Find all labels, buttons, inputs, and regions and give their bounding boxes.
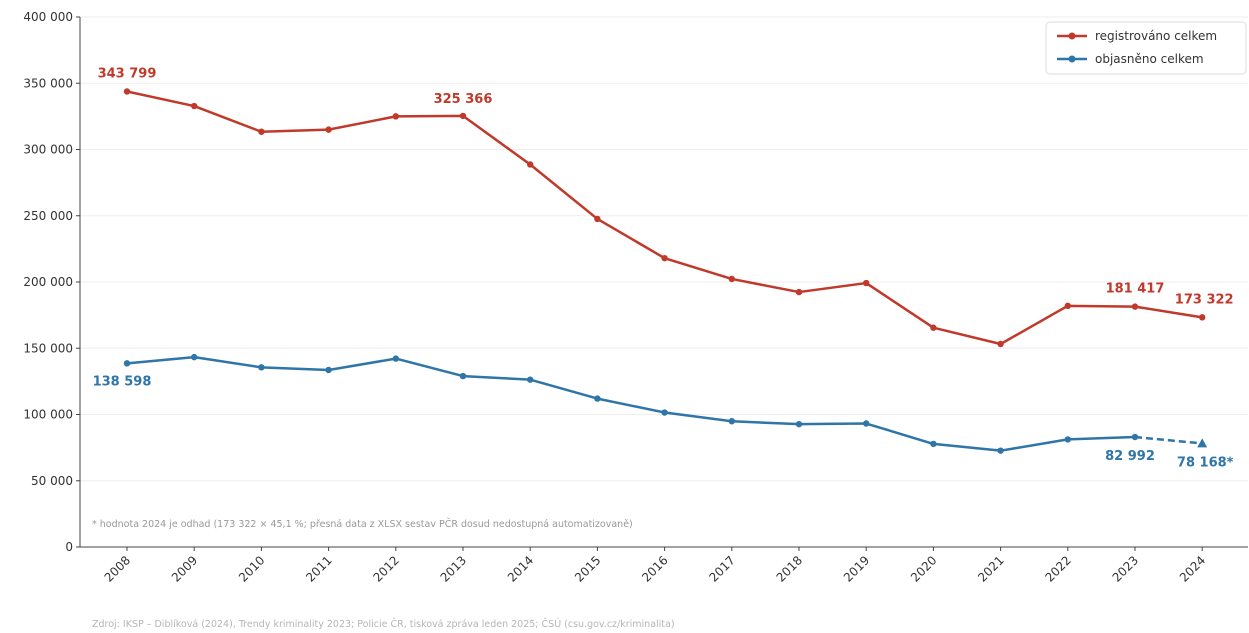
data-point [661, 409, 668, 416]
x-tick-label: 2009 [169, 553, 200, 584]
x-tick-label: 2024 [1177, 553, 1208, 584]
y-tick-label: 200 000 [23, 275, 73, 289]
x-tick-label: 2011 [303, 553, 334, 584]
source-note: Zdroj: IKSP – Diblíková (2024), Trendy k… [92, 618, 675, 630]
legend-label-registered: registrováno celkem [1095, 29, 1217, 43]
x-tick-label: 2015 [572, 553, 603, 584]
data-point [863, 420, 870, 427]
data-point [191, 102, 198, 110]
x-tick-label: 2013 [438, 553, 469, 584]
x-tick-label: 2019 [841, 553, 872, 584]
data-point [930, 440, 937, 448]
data-point [191, 353, 198, 361]
data-label: 78 168* [1177, 455, 1234, 470]
data-point [795, 288, 803, 296]
data-point [1131, 303, 1139, 310]
x-tick-label: 2016 [639, 553, 670, 584]
legend-label-solved: objasněno celkem [1095, 52, 1204, 66]
x-tick-label: 2022 [1042, 553, 1073, 584]
gridlines [80, 16, 1248, 548]
series-line-0 [126, 90, 1203, 346]
x-tick-label: 2014 [505, 553, 536, 584]
data-point [325, 126, 332, 133]
data-label: 173 322 [1175, 292, 1234, 307]
x-tick-label: 2020 [908, 553, 939, 584]
data-label: 181 417 [1106, 282, 1165, 297]
data-point [123, 88, 131, 95]
data-point [997, 340, 1004, 348]
data-point [863, 279, 870, 287]
y-tick-label: 300 000 [23, 143, 73, 157]
y-tick-label: 50 000 [31, 474, 73, 488]
data-point [392, 113, 399, 120]
y-tick-label: 250 000 [23, 209, 73, 223]
footnote: * hodnota 2024 je odhad (173 322 × 45,1 … [92, 518, 633, 530]
y-axis: 0 50 000 100 000 150 000 200 000 250 000 300 0… [23, 10, 81, 554]
data-point [1064, 436, 1072, 443]
x-tick-label: 2017 [706, 553, 737, 584]
data-point-estimate [1197, 438, 1208, 448]
legend: registrováno celkem objasněno celkem [1045, 21, 1247, 75]
data-point [997, 447, 1004, 454]
data-labels: 343 799 325 366 181 417 173 322 138 598 82 99… [93, 66, 1234, 470]
data-point [728, 418, 735, 425]
y-tick-label: 0 [65, 540, 73, 554]
data-point [258, 364, 265, 371]
data-point [594, 215, 601, 223]
x-tick-label: 2018 [774, 553, 805, 584]
series-line-estimate-1 [1134, 435, 1203, 445]
series-line-1 [126, 355, 1136, 452]
x-tick-label: 2021 [975, 553, 1006, 584]
y-tick-label: 150 000 [23, 341, 73, 355]
series-lines [126, 90, 1203, 452]
series-points [123, 88, 1208, 454]
data-point [1199, 314, 1206, 321]
data-label: 325 366 [434, 92, 493, 107]
data-point [594, 395, 601, 402]
data-point [325, 366, 332, 374]
y-tick-label: 100 000 [23, 408, 73, 422]
y-tick-label: 400 000 [23, 10, 73, 24]
data-point [661, 254, 668, 262]
x-tick-label: 2012 [370, 553, 401, 584]
data-point [459, 112, 467, 120]
data-label: 82 992 [1105, 449, 1155, 464]
x-tick-label: 2008 [102, 553, 133, 584]
data-point [527, 161, 534, 168]
data-point [527, 376, 534, 383]
data-point [728, 275, 735, 283]
data-point [392, 355, 399, 362]
data-point [795, 420, 803, 428]
data-point [123, 360, 131, 367]
data-label: 138 598 [93, 374, 152, 389]
data-label: 343 799 [98, 66, 157, 81]
y-tick-label: 350 000 [23, 76, 73, 90]
data-point [459, 372, 467, 380]
data-point [1064, 302, 1072, 310]
data-point [930, 324, 937, 331]
data-point [1131, 433, 1139, 441]
data-point [258, 128, 265, 135]
x-axis: 2008 2009 2010 2011 2012 2013 2014 2015 2016 2017… [80, 546, 1248, 585]
x-tick-label: 2010 [236, 553, 267, 584]
x-tick-label: 2023 [1110, 553, 1141, 584]
